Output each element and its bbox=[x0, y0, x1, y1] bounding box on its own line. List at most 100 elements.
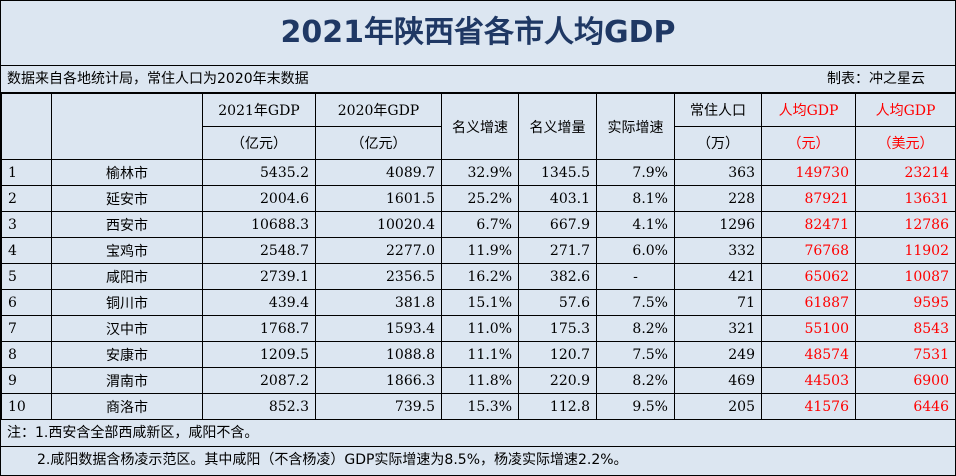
gdp2021-cell: 10688.3 bbox=[202, 211, 316, 238]
table-row: 5 咸阳市 2739.1 2356.5 16.2% 382.6-421 65062 10087 bbox=[1, 263, 956, 290]
gdp2021-cell: 852.3 bbox=[202, 393, 316, 420]
gdp2021-cell: 2004.6 bbox=[202, 185, 316, 212]
gdp2021-cell: 439.4 bbox=[202, 289, 316, 316]
pcgdp-usd-cell: 9595 bbox=[855, 289, 956, 316]
footnotes: 注：1.西安含全部西咸新区，咸阳不含。 2.咸阳数据含杨凌示范区。其中咸阳（不含… bbox=[1, 420, 955, 473]
pcgdp-usd-cell: 12786 bbox=[855, 211, 956, 238]
gdp2020-cell: 10020.4 bbox=[315, 211, 442, 238]
nominal-growth-cell: 15.1% bbox=[441, 289, 519, 316]
gdp2020-cell: 1088.8 bbox=[315, 341, 442, 368]
gdp2020-cell: 2356.5 bbox=[315, 263, 442, 290]
nominal-increase-cell: 112.8 bbox=[518, 393, 597, 420]
pcgdp-yuan-cell: 149730 bbox=[761, 159, 856, 186]
real-growth-cell: 8.1% bbox=[596, 185, 675, 212]
header-gdp2020-unit: （亿元） bbox=[315, 126, 442, 160]
population-cell: 321 bbox=[674, 315, 762, 342]
nominal-increase-cell: 220.9 bbox=[518, 367, 597, 394]
table-row: 6 铜川市 439.4 381.8 15.1% 57.6 7.5% 71 61887 9595 bbox=[1, 289, 956, 316]
header-row-2: （亿元） （亿元） （万） （元） （美元） bbox=[2, 126, 956, 160]
pcgdp-yuan-cell: 48574 bbox=[761, 341, 856, 368]
header-gdp2021: 2021年GDP bbox=[202, 93, 316, 127]
city-cell: 商洛市 bbox=[51, 393, 203, 420]
gdp2021-cell: 2548.7 bbox=[202, 237, 316, 264]
header-rank bbox=[1, 93, 52, 160]
nominal-increase-cell: 382.6 bbox=[518, 263, 597, 290]
rank-cell: 1 bbox=[1, 159, 52, 186]
gdp2020-cell: 1866.3 bbox=[315, 367, 442, 394]
population-cell: 363 bbox=[674, 159, 762, 186]
gdp2020-cell: 2277.0 bbox=[315, 237, 442, 264]
gdp2021-cell: 1768.7 bbox=[202, 315, 316, 342]
pcgdp-yuan-cell: 65062 bbox=[761, 263, 856, 290]
rank-cell: 3 bbox=[1, 211, 52, 238]
gdp2021-cell: 1209.5 bbox=[202, 341, 316, 368]
city-cell: 汉中市 bbox=[51, 315, 203, 342]
table-row: 8 安康市 1209.5 1088.8 11.1% 120.7 7.5% 249 48574 75… bbox=[1, 341, 956, 368]
header-row-1: 2021年GDP 2020年GDP 名义增速 名义增量 实际增速 常住人口 人均… bbox=[1, 93, 956, 160]
maker-credit: 制表：冲之星云 bbox=[827, 71, 925, 87]
real-growth-cell: 7.5% bbox=[596, 289, 675, 316]
city-cell: 安康市 bbox=[51, 341, 203, 368]
source-note: 数据来自各地统计局，常住人口为2020年末数据 bbox=[7, 71, 309, 87]
gdp2020-cell: 4089.7 bbox=[315, 159, 442, 186]
table-row: 4 宝鸡市 2548.7 2277.0 11.9% 271.7 6.0% 332 76768 11… bbox=[1, 237, 956, 264]
rank-cell: 2 bbox=[1, 185, 52, 212]
nominal-growth-cell: 11.1% bbox=[441, 341, 519, 368]
source-row: 数据来自各地统计局，常住人口为2020年末数据 制表：冲之星云 bbox=[1, 66, 955, 93]
table-row: 1 榆林市 5435.2 4089.7 32.9% 1345.5 7.9% 363 149730… bbox=[1, 159, 956, 186]
gdp-table: 2021年GDP 2020年GDP 名义增速 名义增量 实际增速 常住人口 人均… bbox=[1, 93, 956, 420]
nominal-growth-cell: 11.9% bbox=[441, 237, 519, 264]
real-growth-cell: 8.2% bbox=[596, 367, 675, 394]
real-growth-cell: 7.9% bbox=[596, 159, 675, 186]
population-cell: 228 bbox=[674, 185, 762, 212]
real-growth-cell: 6.0% bbox=[596, 237, 675, 264]
table-row: 3 西安市 10688.3 10020.4 6.7% 667.9 4.1% 1296 82471… bbox=[1, 211, 956, 238]
nominal-increase-cell: 120.7 bbox=[518, 341, 597, 368]
header-gdp2021-unit: （亿元） bbox=[202, 126, 316, 160]
rank-cell: 9 bbox=[1, 367, 52, 394]
rank-cell: 6 bbox=[1, 289, 52, 316]
real-growth-cell: 8.2% bbox=[596, 315, 675, 342]
city-cell: 延安市 bbox=[51, 185, 203, 212]
nominal-increase-cell: 667.9 bbox=[518, 211, 597, 238]
table-row: 10 商洛市 852.3 739.5 15.3% 112.8 9.5% 205 41576 644… bbox=[1, 393, 956, 420]
nominal-increase-cell: 175.3 bbox=[518, 315, 597, 342]
table-title: 2021年陕西省各市人均GDP bbox=[1, 1, 955, 66]
footnote-2: 2.咸阳数据含杨凌示范区。其中咸阳（不含杨凌）GDP实际增速为8.5%，杨凌实际… bbox=[37, 452, 628, 468]
city-cell: 铜川市 bbox=[51, 289, 203, 316]
gdp2020-cell: 1601.5 bbox=[315, 185, 442, 212]
header-nominal-increase: 名义增量 bbox=[518, 93, 597, 160]
header-pcgdp-yuan: 人均GDP bbox=[761, 93, 856, 127]
rank-cell: 4 bbox=[1, 237, 52, 264]
rank-cell: 5 bbox=[1, 263, 52, 290]
table-row: 7 汉中市 1768.7 1593.4 11.0% 175.3 8.2% 321 55100 85… bbox=[1, 315, 956, 342]
population-cell: 332 bbox=[674, 237, 762, 264]
pcgdp-yuan-cell: 76768 bbox=[761, 237, 856, 264]
header-nominal-growth: 名义增速 bbox=[441, 93, 519, 160]
pcgdp-yuan-cell: 41576 bbox=[761, 393, 856, 420]
population-cell: 249 bbox=[674, 341, 762, 368]
pcgdp-yuan-cell: 55100 bbox=[761, 315, 856, 342]
pcgdp-usd-cell: 8543 bbox=[855, 315, 956, 342]
population-cell: 421 bbox=[674, 263, 762, 290]
pcgdp-yuan-cell: 87921 bbox=[761, 185, 856, 212]
header-real-growth: 实际增速 bbox=[596, 93, 675, 160]
header-pcgdp-usd: 人均GDP bbox=[855, 93, 956, 127]
city-cell: 西安市 bbox=[51, 211, 203, 238]
gdp2021-cell: 2087.2 bbox=[202, 367, 316, 394]
city-cell: 榆林市 bbox=[51, 159, 203, 186]
nominal-increase-cell: 271.7 bbox=[518, 237, 597, 264]
real-growth-cell: 4.1% bbox=[596, 211, 675, 238]
real-growth-cell: 7.5% bbox=[596, 341, 675, 368]
gdp2020-cell: 739.5 bbox=[315, 393, 442, 420]
pcgdp-yuan-cell: 44503 bbox=[761, 367, 856, 394]
pcgdp-yuan-cell: 82471 bbox=[761, 211, 856, 238]
nominal-increase-cell: 1345.5 bbox=[518, 159, 597, 186]
gdp2020-cell: 1593.4 bbox=[315, 315, 442, 342]
gdp2021-cell: 5435.2 bbox=[202, 159, 316, 186]
nominal-growth-cell: 32.9% bbox=[441, 159, 519, 186]
nominal-growth-cell: 16.2% bbox=[441, 263, 519, 290]
pcgdp-usd-cell: 6900 bbox=[855, 367, 956, 394]
nominal-growth-cell: 15.3% bbox=[441, 393, 519, 420]
